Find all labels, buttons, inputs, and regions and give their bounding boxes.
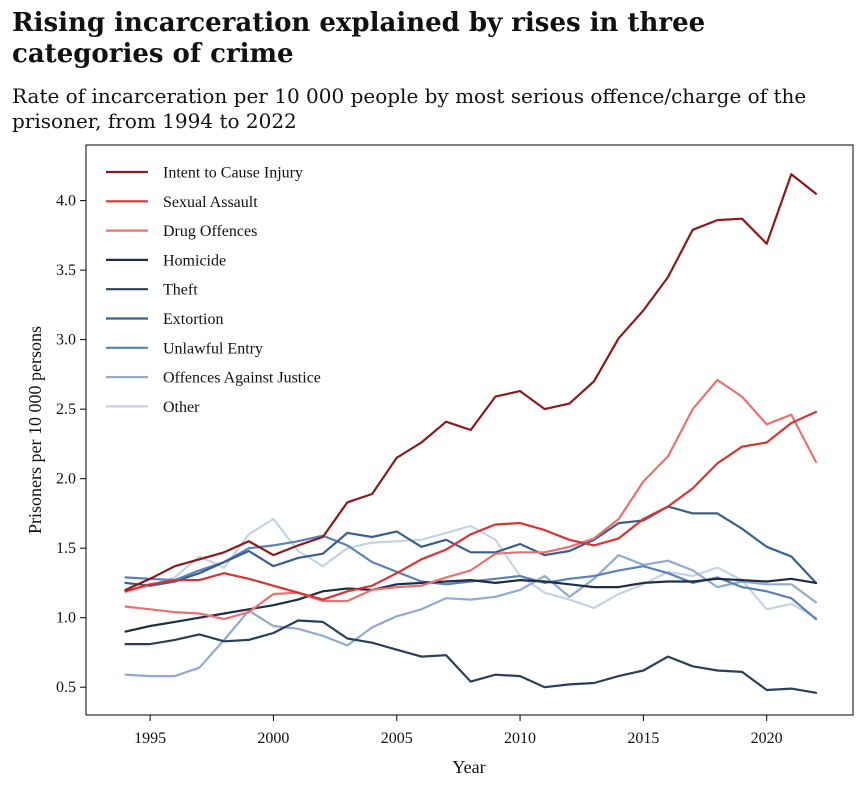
series-line-1: [124, 410, 818, 601]
x-axis: 1995 2000 2005 2010 2015 2020: [134, 715, 783, 747]
x-tick-label-4: 2015: [627, 730, 659, 747]
series-line-0: [124, 173, 818, 591]
y-tick-label-4: 2.5: [56, 401, 76, 418]
y-axis: 0.5 1.0 1.5 2.0 2.5 3.0 3.5 4.0: [56, 193, 86, 696]
legend-label-0: Intent to Cause Injury: [163, 165, 303, 182]
series-line-4: [124, 619, 818, 694]
chart-title: Rising incarceration explained by rises …: [12, 8, 706, 69]
x-tick-label-2: 2005: [381, 730, 413, 747]
series-layer: [124, 173, 818, 694]
series-line-5: [124, 505, 818, 587]
y-tick-label-0: 0.5: [56, 679, 76, 696]
legend-label-4: Theft: [163, 282, 198, 299]
x-tick-label-3: 2010: [504, 730, 536, 747]
y-tick-label-1: 1.0: [56, 610, 76, 627]
legend-label-2: Drug Offences: [163, 223, 257, 240]
legend-label-5: Extortion: [163, 311, 223, 328]
x-tick-label-1: 2000: [257, 730, 289, 747]
series-line-3: [124, 577, 818, 633]
series-line-6: [124, 534, 818, 621]
y-axis-label: Prisoners per 10 000 persons: [25, 326, 45, 534]
y-tick-label-6: 3.5: [56, 262, 76, 279]
plot-frame: [85, 144, 854, 716]
chart-subtitle: Rate of incarceration per 10 000 people …: [12, 84, 807, 133]
legend-label-7: Offences Against Justice: [163, 370, 321, 387]
legend-label-3: Homicide: [163, 252, 226, 269]
legend-label-8: Other: [163, 399, 200, 416]
series-line-2: [124, 378, 818, 621]
y-tick-label-3: 2.0: [56, 471, 76, 488]
x-tick-label-5: 2020: [751, 730, 783, 747]
y-tick-label-5: 3.0: [56, 332, 76, 349]
y-tick-label-7: 4.0: [56, 193, 76, 210]
y-tick-label-2: 1.5: [56, 540, 76, 557]
legend: Intent to Cause Injury Sexual Assault Drug…: [106, 165, 321, 416]
series-line-7: [124, 554, 818, 678]
legend-label-6: Unlawful Entry: [163, 340, 263, 357]
x-tick-label-0: 1995: [134, 730, 166, 747]
legend-label-1: Sexual Assault: [163, 194, 258, 211]
x-axis-label: Year: [452, 757, 485, 777]
